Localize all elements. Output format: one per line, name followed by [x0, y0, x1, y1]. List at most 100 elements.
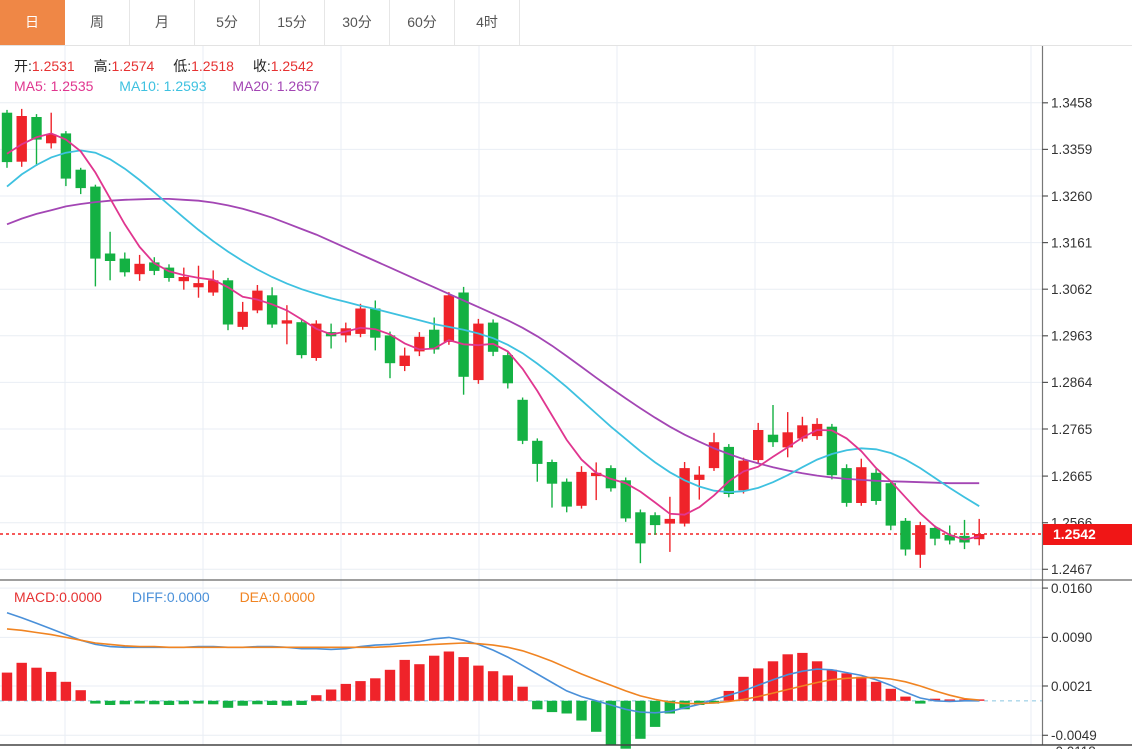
macd-histogram-bar	[60, 681, 72, 701]
ma10-line	[6, 149, 980, 507]
macd-histogram-bar	[900, 696, 911, 701]
ma10-legend: MA10: 1.2593	[119, 78, 207, 94]
macd-histogram-bar	[620, 700, 631, 749]
candle-body	[576, 471, 587, 506]
macd-histogram-bar	[738, 676, 749, 701]
candle-body	[149, 262, 160, 271]
close-value: 1.2542	[270, 58, 314, 74]
macd-histogram-bar	[414, 664, 425, 701]
candle-body	[915, 525, 926, 555]
candle-body	[753, 430, 764, 461]
candle-body	[885, 483, 896, 526]
close-label: 收:	[252, 58, 271, 74]
diff-value-legend: DIFF:0.0000	[131, 589, 210, 605]
macd-tick-label: 0.0021	[1051, 679, 1092, 694]
candle-body	[193, 283, 204, 288]
candle-body	[90, 186, 101, 259]
candle-body	[561, 481, 572, 507]
macd-histogram-bar	[252, 700, 263, 705]
candle-body	[46, 134, 57, 144]
macd-histogram-bar	[664, 700, 675, 714]
macd-tick-label: 0.0090	[1051, 630, 1092, 645]
macd-histogram-bar	[119, 700, 130, 705]
ma-legend: MA5: 1.2535 MA10: 1.2593 MA20: 1.2657	[14, 78, 320, 94]
macd-histogram-bar	[370, 678, 381, 701]
macd-histogram-bar	[296, 700, 307, 705]
macd-tick-label: 0.0160	[1051, 581, 1092, 596]
macd-histogram-bar	[841, 673, 852, 701]
macd-histogram-bar	[605, 700, 617, 746]
tab-day[interactable]: 日	[0, 0, 65, 45]
candle-body	[75, 169, 86, 189]
candle-body	[370, 308, 381, 338]
macd-histogram-bar	[46, 671, 57, 701]
macd-histogram-bar	[75, 690, 86, 701]
macd-histogram-bar	[355, 681, 366, 701]
macd-histogram-bar	[473, 665, 484, 701]
open-label: 开:	[14, 58, 32, 74]
macd-histogram-bar	[429, 655, 440, 701]
macd-histogram-bar	[782, 654, 793, 701]
candle-body	[532, 440, 543, 464]
macd-histogram-bar	[163, 700, 175, 705]
candle-body	[929, 527, 941, 539]
tab-week[interactable]: 周	[65, 0, 130, 45]
macd-histogram-bar	[870, 681, 882, 701]
candle-body	[222, 280, 234, 325]
macd-histogram-bar	[591, 700, 602, 732]
macd-histogram-bar	[104, 700, 116, 705]
macd-histogram-bar	[325, 689, 337, 701]
price-tick-label: 1.3161	[1051, 235, 1092, 250]
price-tick-label: 1.3458	[1051, 96, 1092, 111]
dea-value-legend: DEA:0.0000	[239, 589, 316, 605]
candle-body	[104, 253, 116, 261]
macd-histogram-bar	[90, 700, 101, 704]
candle-body	[620, 480, 631, 519]
price-tick-label: 1.2665	[1051, 469, 1092, 484]
macd-histogram-bar	[237, 700, 248, 706]
macd-histogram-bar	[266, 700, 278, 705]
tab-month[interactable]: 月	[130, 0, 195, 45]
tab-30min[interactable]: 30分	[325, 0, 390, 45]
macd-histogram-bar	[222, 700, 234, 708]
ma20-legend: MA20: 1.2657	[232, 78, 320, 94]
candle-body	[767, 434, 779, 443]
candle-body	[944, 534, 955, 541]
candle-body	[487, 322, 499, 352]
dea-line	[6, 628, 980, 705]
price-tick-label: 1.2765	[1051, 422, 1092, 437]
tab-60min[interactable]: 60分	[390, 0, 455, 45]
candle-body	[60, 133, 72, 179]
low-value: 1.2518	[191, 58, 234, 74]
candle-body	[458, 292, 469, 377]
low-label: 低:	[173, 58, 192, 74]
candle-body	[296, 322, 307, 356]
candle-body	[443, 295, 455, 342]
candle-body	[870, 472, 882, 501]
ohlc-legend: 开:1.2531 高:1.2574 低:1.2518 收:1.2542	[14, 56, 329, 76]
tab-15min[interactable]: 15分	[260, 0, 325, 45]
candle-body	[694, 474, 705, 480]
current-price-badge: 1.2542	[1043, 524, 1132, 545]
macd-histogram-bar	[649, 700, 661, 727]
macd-histogram-bar	[635, 700, 646, 739]
candle-body	[856, 467, 867, 503]
price-tick-label: 1.3260	[1051, 189, 1092, 204]
macd-tick-label: -0.0049	[1051, 728, 1097, 743]
candle-body	[1, 112, 13, 163]
ma20-line	[6, 197, 980, 485]
price-tick-label: 1.2864	[1051, 375, 1093, 390]
candle-body	[841, 468, 852, 503]
macd-histogram-bar	[517, 686, 528, 701]
tab-4hour[interactable]: 4时	[455, 0, 520, 45]
macd-histogram-bar	[487, 671, 499, 701]
candle-body	[208, 280, 219, 293]
tab-5min[interactable]: 5分	[195, 0, 260, 45]
candle-body	[429, 329, 440, 350]
macd-histogram-bar	[767, 661, 779, 701]
macd-histogram-bar	[532, 700, 543, 710]
candle-body	[546, 462, 558, 484]
macd-histogram-bar	[811, 661, 823, 701]
macd-histogram-bar	[399, 659, 410, 701]
